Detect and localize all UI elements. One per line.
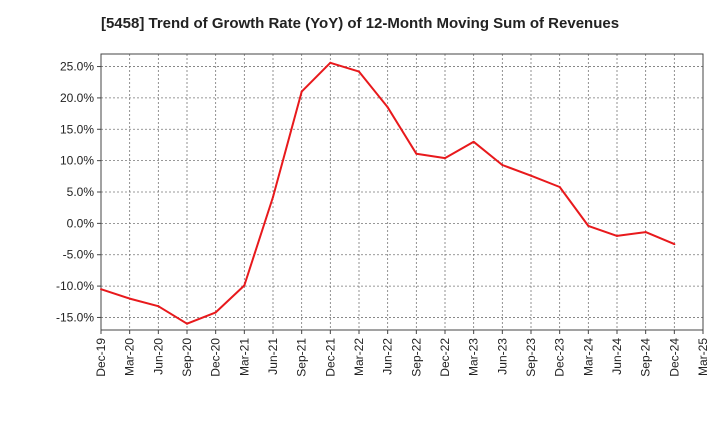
series-line [100,61,675,325]
x-tick-label: Dec-23 [553,338,567,377]
x-tick-label: Mar-24 [581,338,595,376]
chart-title: [5458] Trend of Growth Rate (YoY) of 12-… [100,15,620,32]
data-point [444,157,446,160]
x-tick-label: Sep-22 [409,338,423,377]
data-point [128,297,131,300]
data-point [300,90,303,93]
x-tick-label: Sep-20 [180,338,194,377]
x-tick-label: Mar-22 [352,338,366,376]
data-point [386,106,389,109]
data-point [558,185,561,188]
data-point [472,140,475,143]
data-point [415,152,418,155]
y-tick-label: 25.0% [60,60,94,74]
x-tick-label: Sep-23 [524,338,538,377]
y-tick-label: 0.0% [67,216,95,230]
data-point [587,224,590,227]
data-point [644,231,647,234]
x-tick-label: Jun-24 [610,338,624,375]
data-point [358,70,360,73]
data-point [100,288,102,291]
y-tick-label: 10.0% [60,154,94,168]
x-tick-label: Mar-25 [696,338,710,376]
y-tick-label: -15.0% [56,310,94,324]
x-tick-label: Sep-24 [639,338,653,377]
data-point [329,61,332,64]
y-tick-label: 20.0% [60,91,94,105]
x-tick-label: Dec-20 [209,338,223,377]
x-tick-label: Jun-20 [151,338,165,375]
data-point [157,305,160,308]
y-tick-label: -10.0% [56,279,94,293]
grid [101,54,703,330]
data-point [501,164,504,167]
data-point [214,311,217,314]
x-tick-label: Dec-24 [667,338,681,377]
x-axis: Dec-19 Mar-20 Jun-20 Sep-20 Dec-20 Mar-21 Jun-… [94,330,710,377]
x-tick-label: Dec-19 [94,338,108,377]
y-tick-label: 5.0% [67,185,95,199]
x-tick-label: Mar-23 [467,338,481,376]
x-tick-label: Dec-21 [323,338,337,377]
y-tick-label: 15.0% [60,122,94,136]
x-tick-label: Jun-21 [266,338,280,375]
series-layer [100,61,676,325]
x-tick-label: Jun-23 [495,338,509,375]
data-point [530,174,532,177]
x-tick-label: Mar-20 [123,338,137,376]
data-point [243,284,246,287]
data-point [673,243,676,246]
data-point [272,196,274,199]
data-point [186,322,188,325]
x-tick-label: Mar-21 [237,338,251,376]
x-tick-label: Sep-21 [295,338,309,377]
y-axis: 25.0% 20.0% 15.0% 10.0% 5.0% 0.0% -5.0% -10.0% -… [56,60,101,324]
data-point [616,234,618,237]
x-tick-label: Dec-22 [438,338,452,377]
x-tick-label: Jun-22 [381,338,395,375]
y-tick-label: -5.0% [63,248,95,262]
